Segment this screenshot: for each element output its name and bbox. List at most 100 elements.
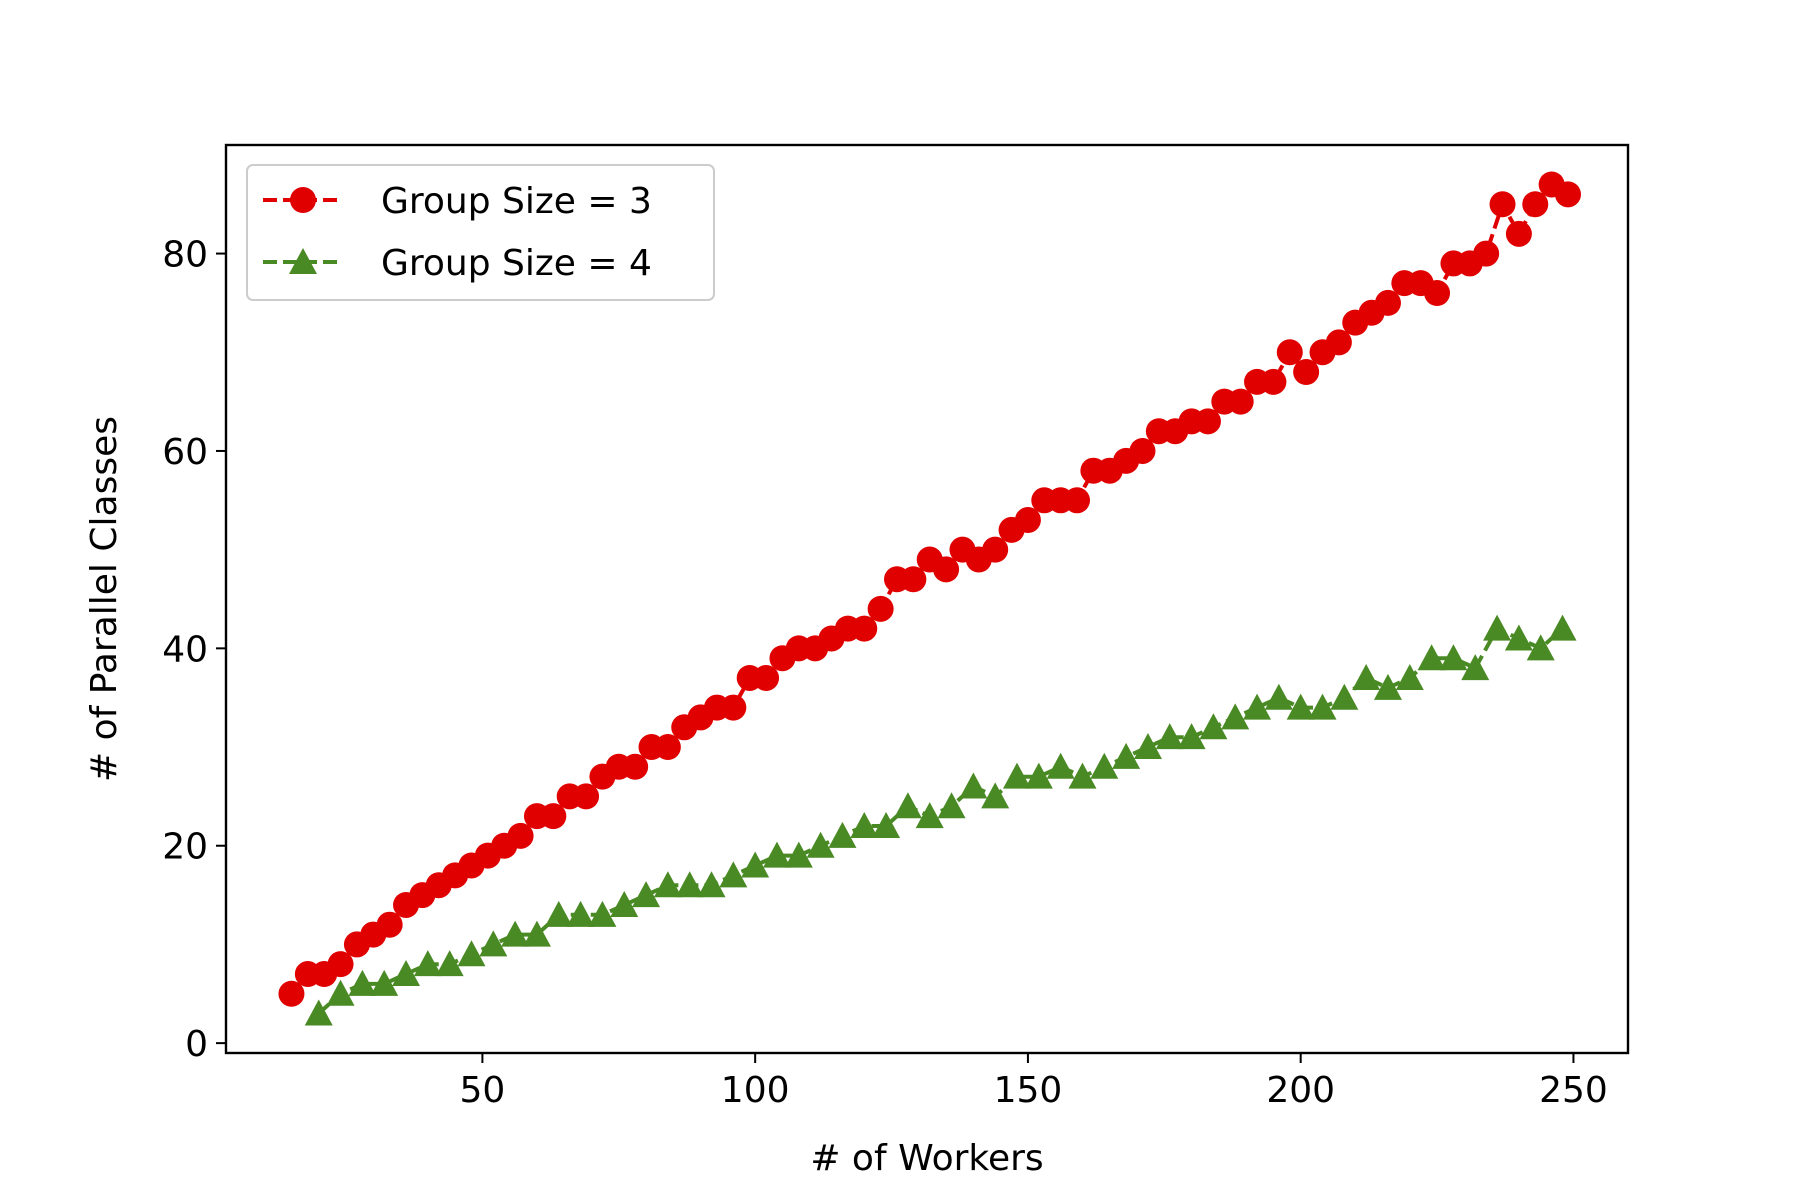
legend-label-group-size-3: Group Size = 3 — [381, 181, 652, 222]
legend-marker-triangle — [289, 248, 317, 274]
x-tick-label: 250 — [1539, 1070, 1608, 1111]
data-point — [540, 803, 567, 830]
data-point — [507, 822, 534, 849]
data-point — [1068, 762, 1097, 789]
data-point — [1548, 614, 1577, 641]
x-axis-title: # of Workers — [810, 1138, 1043, 1179]
data-point — [622, 753, 649, 780]
data-point — [1526, 634, 1555, 661]
data-point — [413, 950, 442, 977]
data-point — [828, 821, 857, 848]
y-axis-title: # of Parallel Classes — [84, 416, 125, 782]
data-point — [1374, 289, 1401, 316]
data-point — [851, 615, 878, 642]
series-group-size-4 — [304, 614, 1577, 1026]
data-point — [1417, 644, 1446, 671]
data-point — [370, 969, 399, 996]
plot-area — [278, 171, 1581, 1026]
data-point — [566, 900, 595, 927]
data-point — [348, 969, 377, 996]
x-tick-label: 200 — [1266, 1070, 1335, 1111]
data-point — [392, 960, 421, 987]
data-point — [1155, 723, 1184, 750]
data-point — [872, 812, 901, 838]
data-point — [1483, 614, 1512, 641]
data-point — [1522, 191, 1549, 218]
data-point — [675, 871, 704, 898]
data-point — [806, 831, 835, 858]
y-tick-label: 60 — [162, 432, 208, 473]
data-point — [1129, 437, 1156, 464]
data-point — [1264, 683, 1293, 710]
data-point — [573, 783, 600, 810]
data-point — [900, 566, 927, 593]
data-point — [697, 871, 726, 898]
data-point — [1554, 181, 1581, 208]
data-point — [435, 950, 464, 977]
data-point — [893, 792, 922, 819]
legend-marker-circle — [290, 187, 316, 213]
x-axis: 50 100 150 200 250 — [459, 1053, 1608, 1111]
data-point — [1461, 654, 1490, 681]
data-point — [1177, 723, 1206, 750]
data-point — [479, 930, 508, 957]
data-point — [610, 890, 639, 917]
data-point — [720, 694, 747, 721]
data-point — [1330, 683, 1359, 710]
data-point — [1424, 280, 1451, 307]
data-point — [1243, 693, 1272, 720]
data-point — [1046, 752, 1075, 779]
data-point — [1221, 703, 1250, 730]
data-point — [1194, 408, 1221, 435]
data-point — [867, 595, 894, 622]
data-point — [933, 556, 960, 583]
data-point — [1395, 663, 1424, 690]
data-point — [1352, 663, 1381, 690]
data-point — [1112, 742, 1141, 769]
data-point — [1090, 752, 1119, 779]
data-point — [1133, 733, 1162, 760]
data-point — [327, 951, 354, 978]
y-tick-label: 0 — [185, 1024, 208, 1065]
series-group-size-3 — [278, 171, 1581, 1007]
y-tick-label: 80 — [162, 235, 208, 276]
legend: Group Size = 3 Group Size = 4 — [246, 164, 715, 301]
y-axis: 0 20 40 60 80 — [162, 235, 226, 1065]
y-tick-label: 20 — [162, 827, 208, 868]
legend-entry-group-size-3: Group Size = 3 — [263, 181, 652, 222]
plot-frame — [224, 143, 1630, 1055]
legend-label-group-size-4: Group Size = 4 — [381, 243, 652, 284]
data-point — [278, 980, 305, 1007]
data-point — [981, 782, 1010, 809]
data-point — [501, 920, 530, 947]
x-tick-label: 100 — [721, 1070, 790, 1111]
data-point — [937, 792, 966, 819]
data-point — [741, 851, 770, 878]
data-point — [1505, 220, 1532, 247]
data-point — [1199, 713, 1228, 740]
data-point — [1064, 487, 1091, 514]
data-point — [1003, 762, 1032, 789]
data-point — [1308, 693, 1337, 720]
data-point — [1260, 368, 1287, 395]
y-tick-label: 40 — [162, 629, 208, 670]
data-point — [1227, 388, 1254, 415]
data-point — [632, 881, 661, 908]
legend-frame — [246, 164, 715, 301]
data-point — [719, 861, 748, 888]
data-point — [653, 871, 682, 898]
x-tick-label: 150 — [994, 1070, 1063, 1111]
data-point — [522, 920, 551, 947]
data-point — [326, 979, 355, 1006]
data-point — [588, 900, 617, 927]
data-point — [915, 802, 944, 829]
data-point — [376, 911, 403, 938]
data-point — [654, 734, 681, 761]
data-point — [1373, 673, 1402, 700]
data-point — [762, 841, 791, 868]
data-point — [1024, 762, 1053, 789]
data-point — [1489, 191, 1516, 218]
data-point — [1473, 240, 1500, 267]
data-point — [850, 812, 879, 838]
